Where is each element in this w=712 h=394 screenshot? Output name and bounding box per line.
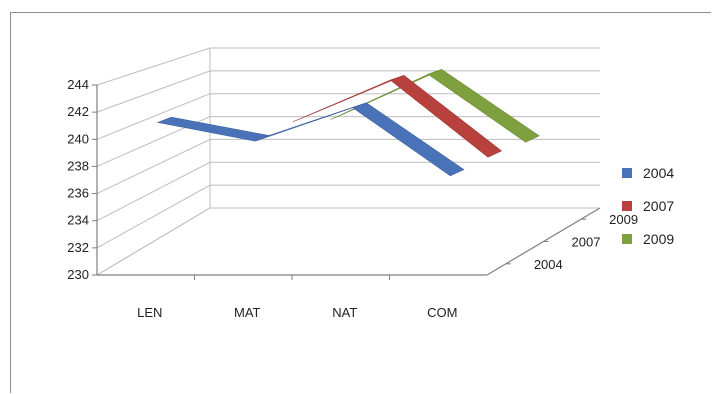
legend-swatch bbox=[622, 168, 632, 178]
gridline bbox=[96, 47, 600, 86]
x-tick-label: MAT bbox=[234, 305, 261, 320]
series-2004 bbox=[156, 102, 465, 177]
series-segment bbox=[427, 69, 540, 143]
series-segment bbox=[255, 102, 367, 142]
legend-swatch bbox=[622, 201, 632, 211]
y-tick-label: 232 bbox=[67, 240, 89, 255]
y-tick-label: 230 bbox=[67, 267, 89, 282]
chart-frame bbox=[10, 12, 711, 393]
x-tick-label: COM bbox=[427, 305, 457, 320]
series-segment bbox=[292, 75, 405, 123]
series-segment bbox=[352, 102, 465, 177]
gridline bbox=[96, 161, 600, 222]
x-tick-label: NAT bbox=[332, 305, 357, 320]
gridline bbox=[96, 116, 600, 167]
chart-walls bbox=[96, 48, 600, 276]
gridlines bbox=[96, 47, 600, 276]
legend-swatch bbox=[622, 234, 632, 244]
depth-tick-label: 2009 bbox=[609, 212, 638, 227]
y-tick-label: 236 bbox=[67, 186, 89, 201]
y-tick-label: 240 bbox=[67, 131, 89, 146]
gridline bbox=[96, 207, 600, 276]
x-axis-tick-labels: LEN MAT NAT COM bbox=[137, 305, 457, 320]
x-tick-label: LEN bbox=[137, 305, 162, 320]
legend-label: 2007 bbox=[643, 198, 674, 214]
axes bbox=[92, 84, 601, 280]
depth-axis-tick-labels: 2004 2007 2009 bbox=[534, 212, 638, 272]
y-tick-label: 242 bbox=[67, 104, 89, 119]
legend-label: 2009 bbox=[643, 231, 674, 247]
legend-label: 2004 bbox=[643, 165, 674, 181]
y-tick-label: 234 bbox=[67, 213, 89, 228]
y-axis-tick-labels: 230 232 234 236 238 240 242 244 bbox=[67, 77, 89, 282]
series-segment bbox=[156, 116, 270, 142]
depth-tick-label: 2007 bbox=[572, 235, 601, 250]
gridline bbox=[96, 70, 600, 113]
series-layer bbox=[156, 69, 540, 177]
gridline bbox=[96, 184, 600, 249]
depth-tick-label: 2004 bbox=[534, 257, 563, 272]
y-tick-label: 244 bbox=[67, 77, 89, 92]
series-2007 bbox=[292, 75, 503, 158]
series-segment bbox=[389, 75, 503, 158]
legend: 2004 2007 2009 bbox=[622, 165, 674, 247]
y-tick-label: 238 bbox=[67, 158, 89, 173]
